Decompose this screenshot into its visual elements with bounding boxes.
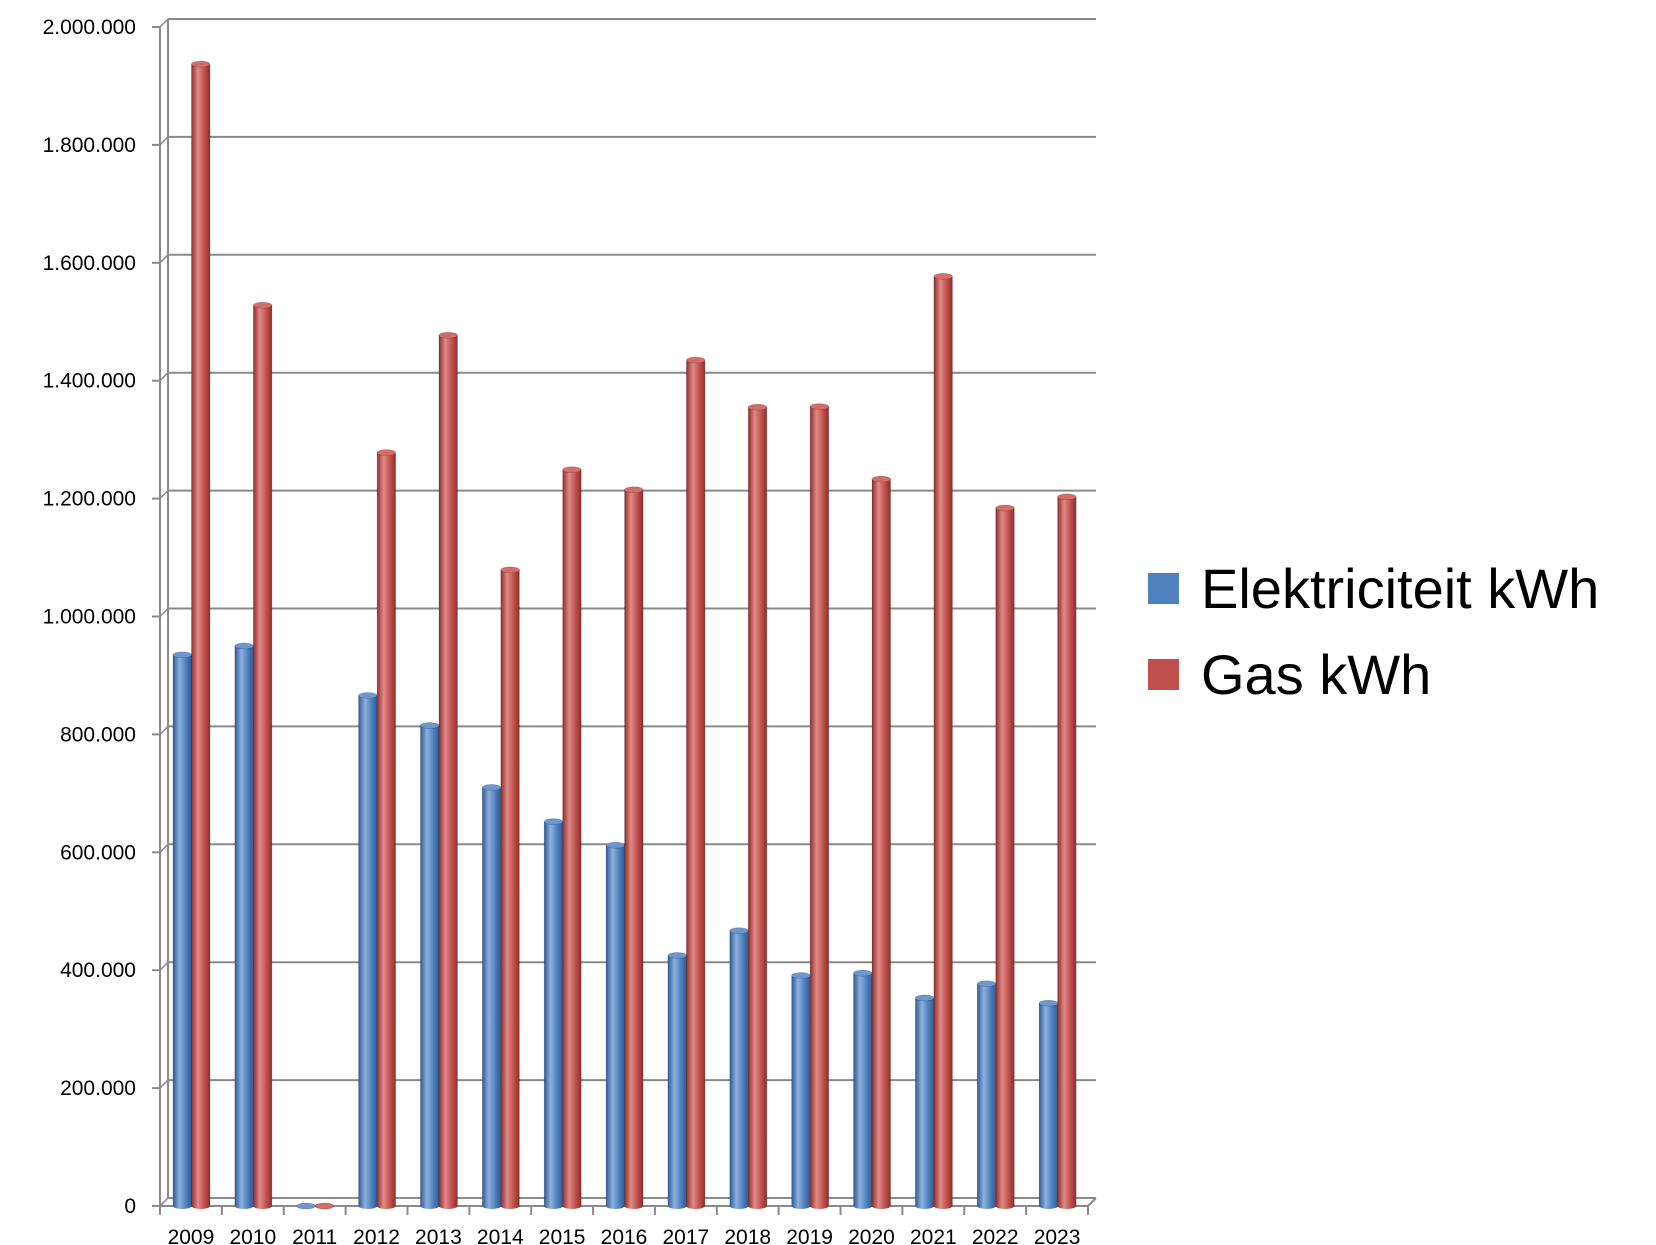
x-tick-label: 2022 [972,1226,1019,1245]
gridline-depth [159,961,169,971]
bar-elektriciteit [729,927,749,1209]
legend-item-gas: Gas kWh [1148,631,1599,717]
bar-gas [376,449,396,1209]
bar-gas [562,466,582,1209]
x-tick-label: 2021 [910,1226,957,1245]
bar-gas [253,301,273,1209]
bar-gas [995,504,1015,1209]
legend-label-elektriciteit: Elektriciteit kWh [1201,556,1600,620]
x-tick-label: 2023 [1034,1226,1081,1245]
x-tick-label: 2014 [477,1226,524,1245]
bar-elektriciteit [172,651,192,1209]
y-tick-label: 1.200.000 [43,488,136,511]
y-axis-tick-labels: 0 200.000 400.000 600.000 800.000 1.000.000 1.… [43,16,136,1218]
y-tick-label: 400.000 [60,959,136,982]
bar-elektriciteit [543,818,564,1209]
gridline-depth [159,1079,169,1089]
y-tick-label: 1.000.000 [43,606,136,629]
bar-gas [871,475,891,1209]
x-tick-label: 2019 [786,1226,833,1245]
bar-elektriciteit [1038,999,1058,1209]
bars [172,60,1077,1210]
bar-elektriciteit [358,692,378,1209]
bar-gas [500,566,520,1209]
x-tick-label: 2013 [415,1226,462,1245]
x-tick-label: 2015 [539,1226,586,1245]
bar-gas [809,403,829,1209]
bar-elektriciteit [234,642,254,1209]
y-tick-label: 2.000.000 [43,16,136,39]
gridline-depth [159,1197,169,1207]
y-tick-label: 800.000 [60,723,136,746]
bar-elektriciteit [853,969,873,1209]
gridline-depth [159,372,169,382]
bar-elektriciteit [420,722,440,1209]
gridline-depth [159,136,169,146]
x-axis-depth-line [1087,1197,1097,1207]
y-tick-label: 200.000 [60,1077,136,1100]
x-axis-tick-labels: 2009 2010 2011 2012 2013 2014 2015 2016 2017 2018… [168,1226,1081,1245]
bar-gas [438,332,458,1209]
bar-elektriciteit [976,980,997,1209]
bar-elektriciteit [915,994,935,1209]
legend: Elektriciteit kWh Gas kWh [1148,545,1599,717]
bar-elektriciteit [605,841,625,1209]
x-tick-label: 2020 [848,1226,895,1245]
x-tick-label: 2016 [601,1226,648,1245]
gridline-depth [159,18,169,28]
x-tick-label: 2010 [229,1226,276,1245]
legend-swatch-gas [1148,658,1179,690]
bar-gas [314,1202,335,1210]
legend-item-elektriciteit: Elektriciteit kWh [1148,545,1599,631]
legend-label-gas: Gas kWh [1201,642,1432,706]
bar-elektriciteit [296,1202,316,1210]
gridline-depth [159,490,169,500]
x-tick-label: 2017 [663,1226,710,1245]
gridline-depth [159,254,169,264]
bar-gas [1057,493,1077,1209]
gridline-depth [159,725,169,735]
bar-elektriciteit [791,972,811,1209]
legend-swatch-elektriciteit [1148,572,1179,604]
bar-gas [747,403,768,1209]
gridline-depth [159,843,169,853]
y-tick-label: 1.800.000 [43,134,136,157]
bar-elektriciteit [482,784,502,1209]
bar-elektriciteit [667,952,687,1209]
x-tick-label: 2018 [724,1226,771,1245]
y-tick-label: 600.000 [60,841,136,864]
bar-gas [191,60,211,1209]
x-tick-label: 2011 [292,1226,337,1245]
x-tick-label: 2009 [168,1226,215,1245]
y-tick-label: 1.400.000 [43,370,136,393]
bar-gas [624,486,644,1209]
y-tick-label: 0 [124,1195,136,1218]
bar-gas [933,273,953,1209]
bar-gas [686,356,706,1209]
y-tick-label: 1.600.000 [43,252,136,275]
gridline-depth [159,607,169,618]
x-tick-label: 2012 [353,1226,400,1245]
